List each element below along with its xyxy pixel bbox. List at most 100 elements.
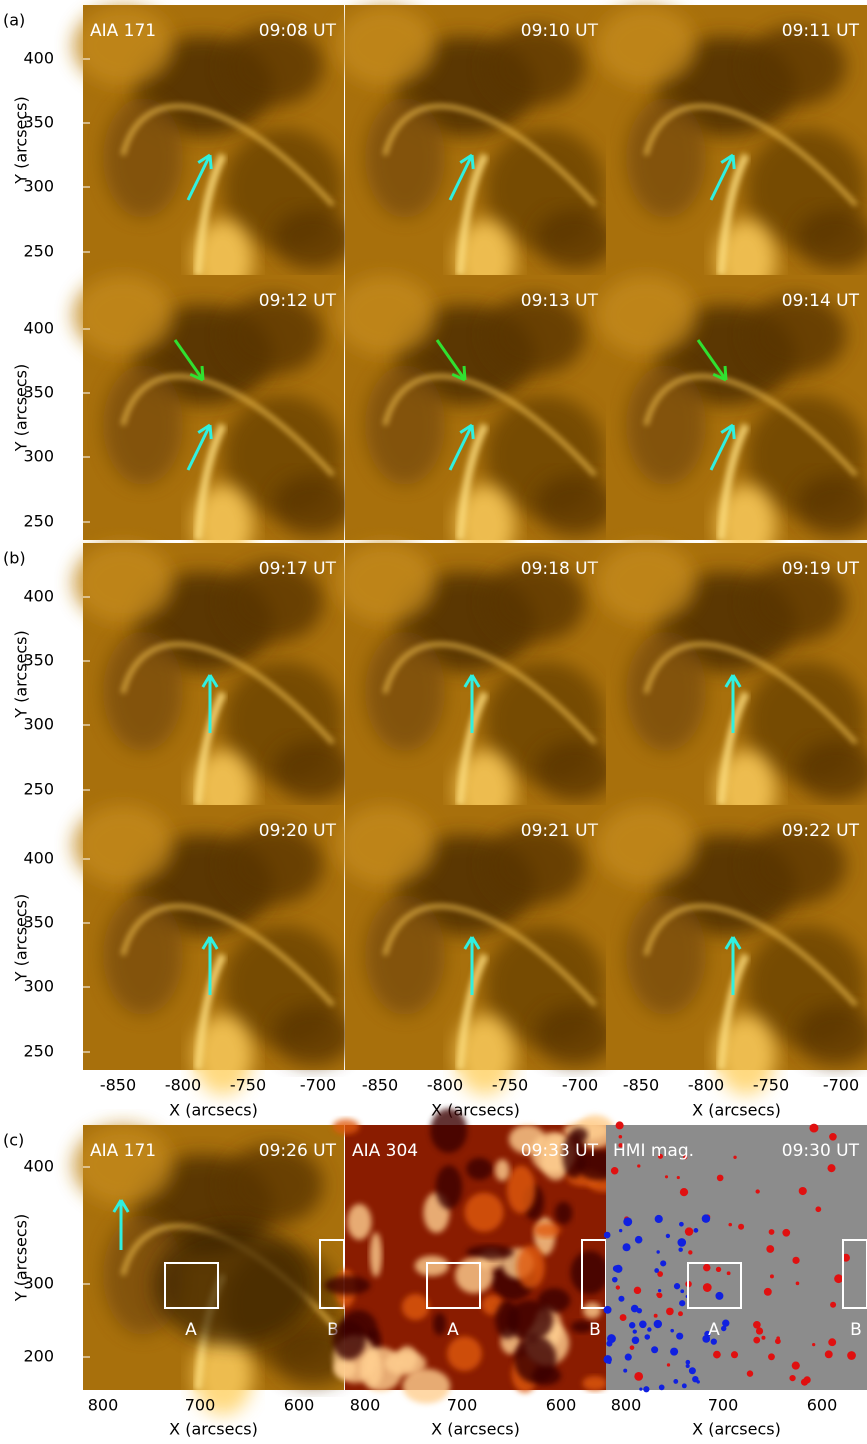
image-feature xyxy=(583,1302,602,1319)
image-feature xyxy=(335,542,435,623)
image-feature xyxy=(73,5,173,86)
magnetic-patch xyxy=(670,1347,679,1356)
image-feature xyxy=(223,26,323,107)
image-feature xyxy=(533,1223,561,1238)
y-tick-label: 300 xyxy=(23,1274,54,1293)
image-feature xyxy=(570,1250,609,1295)
image-feature xyxy=(365,97,445,218)
x-tick-label: -850 xyxy=(362,1076,398,1095)
x-tick-label: -700 xyxy=(562,1076,598,1095)
magnetic-patch xyxy=(791,1361,800,1370)
arrow-head xyxy=(470,424,475,440)
panel-label: (c) xyxy=(3,1131,24,1150)
magnetic-patch xyxy=(653,1313,658,1318)
instrument: HMI mag. xyxy=(613,1141,694,1161)
timestamp: 09:08 UT xyxy=(259,21,337,41)
magnetic-patch xyxy=(677,1238,687,1247)
arrow xyxy=(186,424,212,471)
magnetic-patch xyxy=(824,1350,833,1359)
image-feature xyxy=(466,1157,493,1180)
image-feature xyxy=(535,209,615,270)
magnetic-patch xyxy=(618,1295,625,1302)
y-tick-label: 400 xyxy=(23,849,54,868)
image-loop xyxy=(194,953,227,1071)
image-feature xyxy=(73,805,173,885)
magnetic-patch xyxy=(670,1328,674,1333)
magnetic-patch xyxy=(798,1186,807,1196)
magnetic-patch xyxy=(715,1291,724,1300)
x-tick-label: 700 xyxy=(447,1396,478,1415)
magnetic-patch xyxy=(656,1292,663,1299)
box-label: A xyxy=(185,1320,197,1340)
arrow-head xyxy=(119,1199,130,1213)
x-tick-label: 800 xyxy=(611,1396,642,1415)
magnetic-patch xyxy=(629,1345,635,1350)
y-tick-label: 300 xyxy=(23,177,54,196)
timestamp: 09:21 UT xyxy=(521,821,599,841)
magnetic-patch xyxy=(631,1336,640,1345)
image-feature xyxy=(746,562,846,643)
image-feature xyxy=(554,1201,573,1225)
timestamp: 09:10 UT xyxy=(521,21,599,41)
image-loop xyxy=(120,641,335,745)
y-axis-label: Y (arcsecs) xyxy=(12,1214,31,1302)
timestamp: 09:30 UT xyxy=(782,1141,860,1161)
image-feature xyxy=(596,275,696,355)
arrow-head xyxy=(731,154,736,170)
image-feature xyxy=(414,1255,449,1277)
magnetic-patch xyxy=(618,1228,623,1233)
magnetic-patch xyxy=(812,1343,816,1347)
arrow xyxy=(448,424,474,471)
arrow-head xyxy=(723,365,728,381)
image-feature xyxy=(335,805,435,885)
x-tick-label: -750 xyxy=(492,1076,528,1095)
image-loop xyxy=(194,691,227,806)
x-tick-label: -800 xyxy=(688,1076,724,1095)
y-tick-label: 350 xyxy=(23,913,54,932)
magnetic-patch xyxy=(766,1245,775,1253)
image-feature xyxy=(796,1005,867,1065)
magnetic-patch xyxy=(615,1121,624,1130)
x-tick-label: 700 xyxy=(185,1396,216,1415)
magnetic-patch xyxy=(834,1274,843,1284)
magnetic-patch xyxy=(755,1189,760,1194)
image-feature xyxy=(626,97,706,218)
timestamp: 09:11 UT xyxy=(782,21,860,41)
image-loop xyxy=(643,903,858,1007)
y-tick-label: 300 xyxy=(23,715,54,734)
arrow-head xyxy=(731,674,742,688)
magnetic-patch xyxy=(684,1227,694,1236)
magnetic-patch xyxy=(634,1235,643,1244)
image-feature xyxy=(435,1165,463,1210)
x-axis-label: X (arcsecs) xyxy=(431,1420,520,1439)
image-feature xyxy=(535,1005,615,1065)
image-feature xyxy=(514,1335,557,1384)
image-feature xyxy=(369,1232,382,1278)
magnetic-patch xyxy=(815,1206,822,1213)
magnetic-patch xyxy=(713,1350,721,1359)
y-axis-label: Y (arcsecs) xyxy=(12,364,31,452)
image-feature xyxy=(596,5,696,86)
arrow-head xyxy=(197,423,211,434)
image-loop xyxy=(717,153,750,276)
y-tick-label: 300 xyxy=(23,977,54,996)
image-feature xyxy=(223,1145,323,1225)
image-loop xyxy=(382,641,597,745)
y-tick-label: 250 xyxy=(23,242,54,261)
image-feature xyxy=(575,1114,615,1149)
y-tick-label: 250 xyxy=(23,512,54,531)
x-tick-label: -800 xyxy=(427,1076,463,1095)
image-loop xyxy=(456,423,489,541)
magnetic-patch xyxy=(673,1379,679,1384)
timestamp: 09:22 UT xyxy=(782,821,860,841)
arrow-head xyxy=(200,365,205,381)
image-feature xyxy=(73,542,173,623)
magnetic-patch xyxy=(634,1372,644,1381)
x-tick-label: 800 xyxy=(350,1396,381,1415)
arrow xyxy=(435,339,467,381)
magnetic-patch xyxy=(733,1155,737,1160)
arrow xyxy=(173,339,205,381)
magnetic-patch xyxy=(728,1222,733,1227)
timestamp: 09:13 UT xyxy=(521,291,599,311)
